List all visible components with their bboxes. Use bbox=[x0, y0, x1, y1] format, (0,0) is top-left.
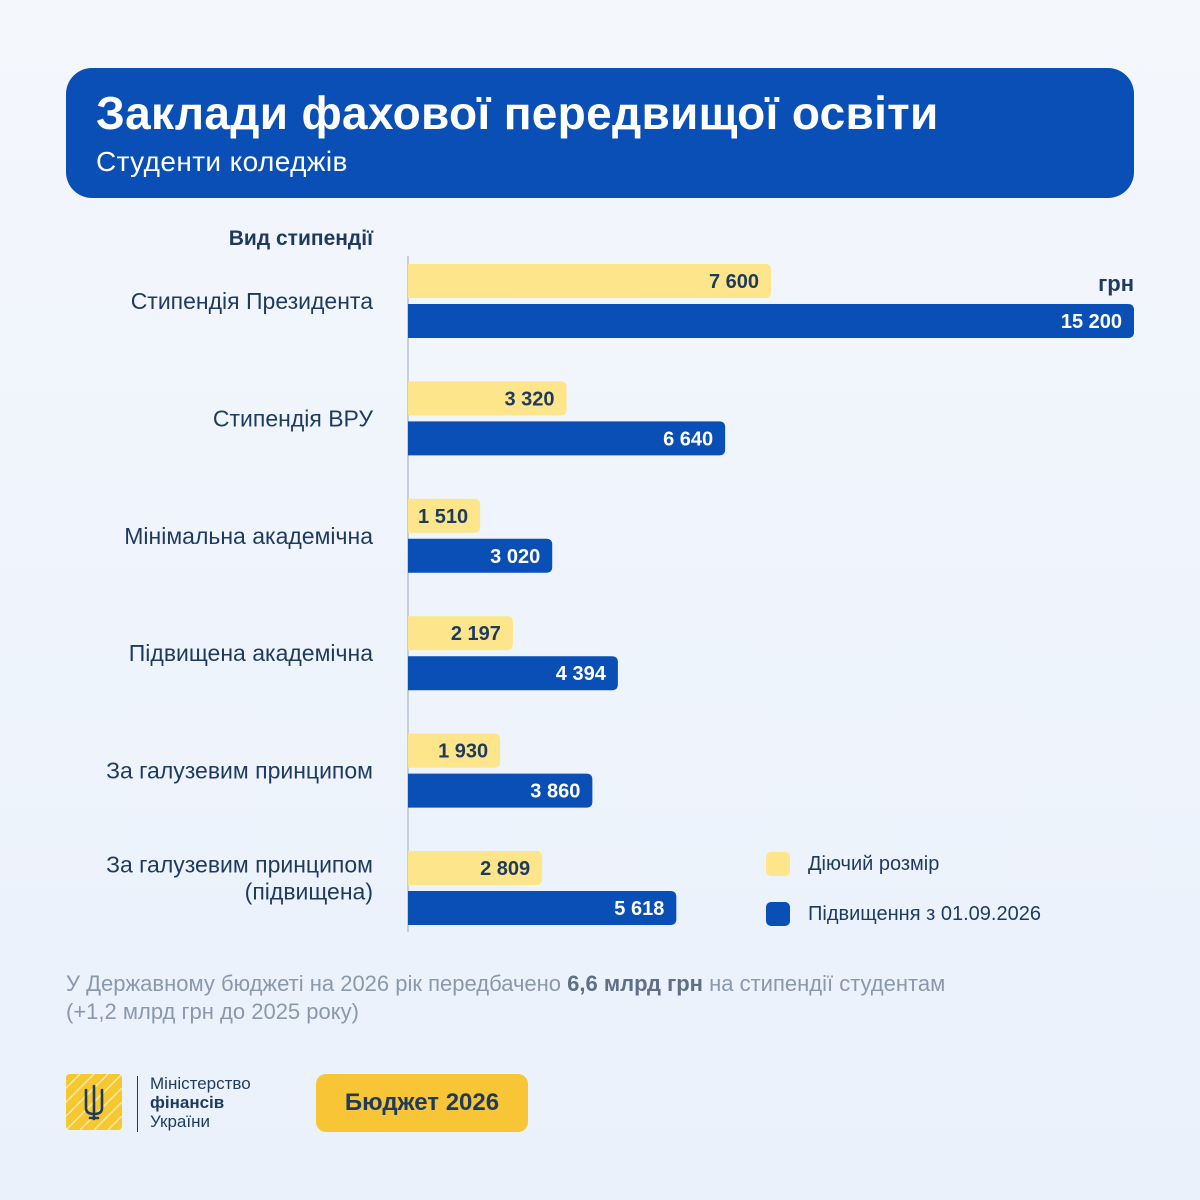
legend-swatch-current bbox=[766, 852, 790, 876]
value-label-current-0: 7 600 bbox=[709, 271, 759, 293]
bar-current-0 bbox=[408, 264, 771, 298]
value-label-current-5: 2 809 bbox=[480, 858, 530, 880]
category-label-0-line-0: Стипендія Президента bbox=[131, 288, 374, 314]
bar-current-4 bbox=[408, 733, 501, 768]
value-label-current-2: 1 510 bbox=[418, 506, 468, 528]
legend: Діючий розмір Підвищення з 01.09.2026 bbox=[766, 852, 1041, 952]
bar-increase-5 bbox=[408, 891, 677, 925]
category-label-2-line-0: Мінімальна академічна bbox=[124, 523, 373, 549]
logo-divider bbox=[137, 1076, 138, 1132]
budget-2026-button[interactable]: Бюджет 2026 bbox=[316, 1074, 528, 1132]
header-banner: Заклади фахової передвищої освіти Студен… bbox=[66, 68, 1134, 198]
value-label-increase-2: 3 020 bbox=[490, 546, 540, 568]
unit-label: грн bbox=[1098, 271, 1134, 296]
value-label-current-3: 2 197 bbox=[451, 623, 501, 645]
bar-increase-4 bbox=[408, 773, 593, 808]
category-label-4: За галузевим принципом bbox=[106, 758, 373, 784]
legend-label-current: Діючий розмір bbox=[808, 852, 940, 875]
legend-label-increase: Підвищення з 01.09.2026 bbox=[808, 902, 1041, 925]
bar-increase-3 bbox=[408, 656, 618, 691]
trident-icon bbox=[66, 1074, 122, 1130]
category-label-2: Мінімальна академічна bbox=[124, 523, 373, 549]
note-line2: (+1,2 млрд грн до 2025 року) bbox=[66, 999, 359, 1024]
bar-increase-2 bbox=[408, 538, 553, 573]
legend-swatch-increase bbox=[766, 902, 790, 926]
value-label-increase-3: 4 394 bbox=[556, 663, 607, 685]
bar-current-3 bbox=[408, 616, 513, 651]
bar-increase-1 bbox=[408, 421, 726, 456]
category-label-4-line-0: За галузевим принципом bbox=[106, 758, 373, 784]
note-highlight: 6,6 млрд грн bbox=[567, 971, 703, 996]
category-label-3: Підвищена академічна bbox=[129, 640, 373, 666]
ministry-line2: фінансів bbox=[150, 1093, 225, 1112]
value-label-increase-5: 5 618 bbox=[614, 898, 664, 920]
ministry-name: Міністерство фінансів України bbox=[150, 1074, 251, 1131]
page-subtitle: Студенти коледжів bbox=[96, 146, 348, 177]
ministry-line3: України bbox=[150, 1112, 210, 1131]
bar-chart: 7 600 15 200 Стипендія Президента 3 320 6 64… bbox=[106, 256, 1134, 932]
note-text-after: на стипендії студентам bbox=[702, 971, 946, 996]
value-label-increase-4: 3 860 bbox=[530, 781, 580, 803]
bar-increase-0 bbox=[408, 304, 1134, 338]
value-label-current-4: 1 930 bbox=[438, 741, 488, 763]
legend-item-increase: Підвищення з 01.09.2026 bbox=[766, 902, 1041, 926]
category-label-1: Стипендія ВРУ bbox=[213, 405, 373, 431]
bar-current-5 bbox=[408, 851, 543, 885]
bar-current-2 bbox=[408, 498, 481, 533]
category-heading: Вид стипендії bbox=[228, 227, 373, 250]
ministry-line1: Міністерство bbox=[150, 1074, 251, 1093]
note-text-before: У Державному бюджеті на 2026 рік передба… bbox=[66, 971, 568, 996]
category-label-3-line-0: Підвищена академічна bbox=[129, 640, 373, 666]
budget-note: У Державному бюджеті на 2026 рік передба… bbox=[66, 970, 1146, 1026]
value-label-increase-0: 15 200 bbox=[1061, 311, 1122, 333]
value-label-increase-1: 6 640 bbox=[663, 428, 713, 450]
category-label-0: Стипендія Президента bbox=[131, 288, 374, 314]
value-label-current-1: 3 320 bbox=[505, 388, 555, 410]
bar-current-1 bbox=[408, 381, 567, 416]
category-label-1-line-0: Стипендія ВРУ bbox=[213, 405, 373, 431]
category-label-5-line-1: (підвищена) bbox=[245, 879, 373, 905]
page-title: Заклади фахової передвищої освіти bbox=[96, 87, 939, 139]
category-label-5-line-0: За галузевим принципом bbox=[106, 852, 373, 878]
category-label-5: За галузевим принципом (підвищена) bbox=[106, 852, 373, 905]
legend-item-current: Діючий розмір bbox=[766, 852, 1041, 876]
